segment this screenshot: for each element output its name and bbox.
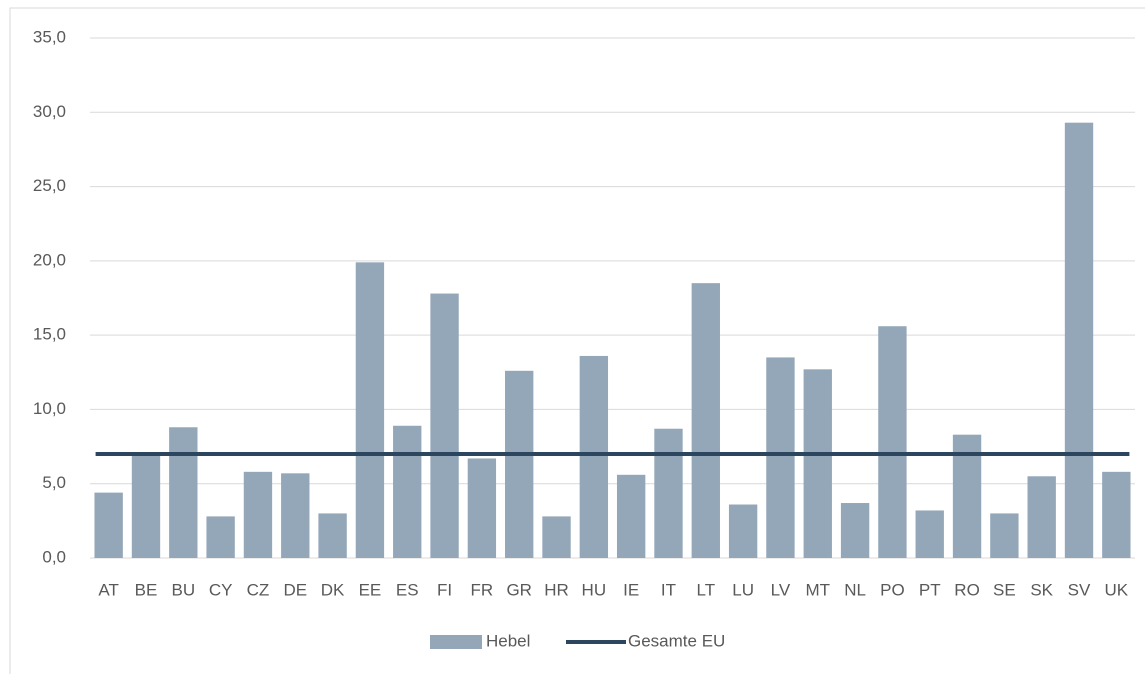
bar <box>579 355 609 558</box>
x-tick-label: MT <box>805 580 830 599</box>
x-tick-label: FI <box>437 580 452 599</box>
x-tick-label: RO <box>954 580 980 599</box>
y-tick-label: 35,0 <box>33 27 66 46</box>
x-tick-label: PO <box>880 580 905 599</box>
x-tick-label: GR <box>506 580 532 599</box>
x-tick-label: IE <box>623 580 639 599</box>
x-tick-label: DK <box>321 580 345 599</box>
x-tick-label: PT <box>919 580 941 599</box>
x-tick-label: FR <box>471 580 494 599</box>
x-tick-label: EE <box>359 580 382 599</box>
legend-label: Hebel <box>486 631 530 650</box>
bar <box>840 503 870 558</box>
y-tick-label: 5,0 <box>42 473 66 492</box>
bar <box>94 492 123 558</box>
bar <box>990 513 1019 558</box>
bar <box>467 458 497 558</box>
bar <box>281 473 310 558</box>
x-tick-label: SE <box>993 580 1016 599</box>
x-tick-label: HR <box>544 580 569 599</box>
y-tick-label: 15,0 <box>33 325 66 344</box>
bar <box>1064 122 1094 558</box>
bar <box>169 427 198 558</box>
x-tick-label: UK <box>1105 580 1129 599</box>
bar <box>1027 476 1056 558</box>
legend-swatch <box>430 635 482 649</box>
bar <box>505 370 534 558</box>
legend-label: Gesamte EU <box>628 631 725 650</box>
bar <box>430 293 459 558</box>
y-tick-label: 30,0 <box>33 102 66 121</box>
y-tick-label: 25,0 <box>33 176 66 195</box>
x-tick-label: IT <box>661 580 676 599</box>
bar <box>915 510 944 558</box>
bar <box>803 369 832 558</box>
x-tick-label: ES <box>396 580 419 599</box>
bar <box>766 357 795 558</box>
bar <box>393 425 422 558</box>
y-tick-label: 10,0 <box>33 399 66 418</box>
bar <box>691 283 720 558</box>
bar <box>728 504 758 558</box>
bar <box>243 471 273 558</box>
bar <box>206 516 235 558</box>
chart-frame <box>9 7 1145 679</box>
x-tick-label: NL <box>844 580 866 599</box>
x-tick-label: HU <box>582 580 607 599</box>
x-tick-label: LU <box>732 580 754 599</box>
x-tick-label: BE <box>135 580 158 599</box>
bar <box>131 452 161 558</box>
x-tick-label: BU <box>171 580 195 599</box>
x-tick-label: SK <box>1030 580 1053 599</box>
bar <box>542 516 571 558</box>
x-tick-label: CZ <box>247 580 270 599</box>
y-tick-label: 20,0 <box>33 250 66 269</box>
bar <box>654 428 683 558</box>
bar <box>616 474 646 558</box>
bar <box>355 262 385 558</box>
y-tick-label: 0,0 <box>42 547 66 566</box>
bar <box>318 513 347 558</box>
bar <box>878 326 907 558</box>
x-tick-label: LV <box>771 580 791 599</box>
x-tick-label: AT <box>98 580 118 599</box>
x-tick-label: DE <box>283 580 307 599</box>
bar <box>1102 471 1131 558</box>
x-tick-label: SV <box>1068 580 1091 599</box>
x-tick-label: LT <box>697 580 716 599</box>
x-tick-label: CY <box>209 580 233 599</box>
